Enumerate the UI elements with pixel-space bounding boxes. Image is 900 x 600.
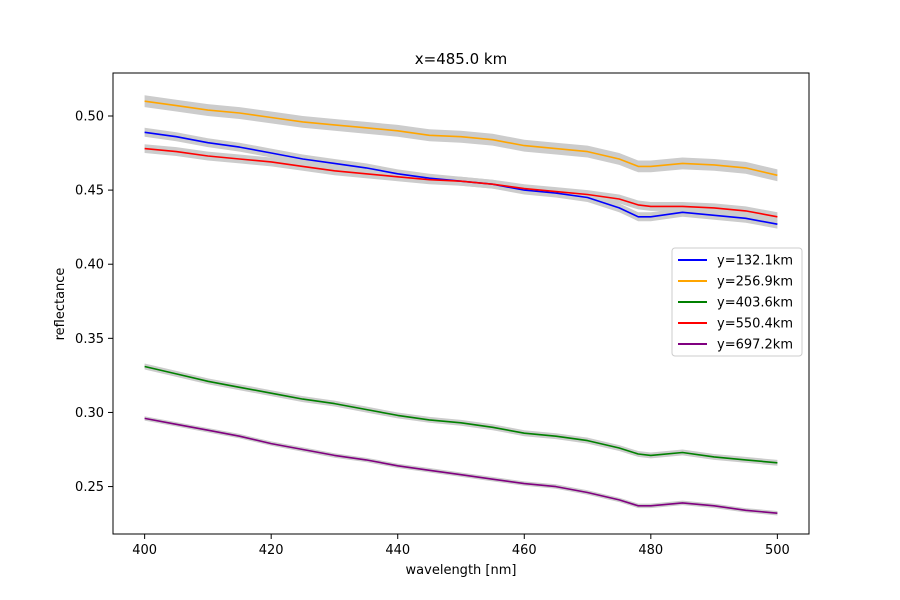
x-tick-label: 480 — [638, 543, 663, 558]
uncertainty-band-series-3 — [144, 363, 778, 466]
legend: y=132.1km y=256.9km y=403.6km y=550.4km y=69… — [671, 247, 803, 357]
x-tick-label: 400 — [132, 543, 157, 558]
legend-label: y=403.6km — [717, 296, 793, 311]
y-tick-label: 0.40 — [75, 258, 104, 273]
y-tick-label: 0.50 — [75, 109, 104, 124]
series-line-4 — [144, 147, 778, 218]
legend-box — [671, 247, 803, 357]
chart-title: x=485.0 km — [415, 50, 507, 68]
y-tick-label: 0.25 — [75, 480, 104, 495]
x-tick-label: 500 — [765, 543, 790, 558]
legend-label: y=550.4km — [717, 317, 793, 332]
y-tick-label: 0.30 — [75, 406, 104, 421]
y-axis-ticks: 0.25 0.30 0.35 0.40 0.45 0.50 — [75, 109, 113, 495]
plot-frame — [112, 72, 810, 535]
series-line-5 — [144, 417, 778, 514]
series-lines — [144, 100, 778, 514]
y-tick-label: 0.35 — [75, 332, 104, 347]
series-line-2 — [144, 100, 778, 177]
x-axis-label: wavelength [nm] — [406, 563, 517, 578]
legend-label: y=256.9km — [717, 275, 793, 290]
x-tick-label: 440 — [385, 543, 410, 558]
series-line-3 — [144, 365, 778, 464]
x-tick-label: 420 — [259, 543, 284, 558]
legend-label: y=132.1km — [717, 254, 793, 269]
uncertainty-band-series-4 — [144, 144, 778, 222]
y-tick-label: 0.45 — [75, 184, 104, 199]
x-tick-label: 460 — [512, 543, 537, 558]
x-axis-ticks: 400 420 440 460 480 500 — [132, 534, 790, 558]
y-axis-label: reflectance — [53, 268, 68, 341]
legend-label: y=697.2km — [717, 338, 793, 353]
